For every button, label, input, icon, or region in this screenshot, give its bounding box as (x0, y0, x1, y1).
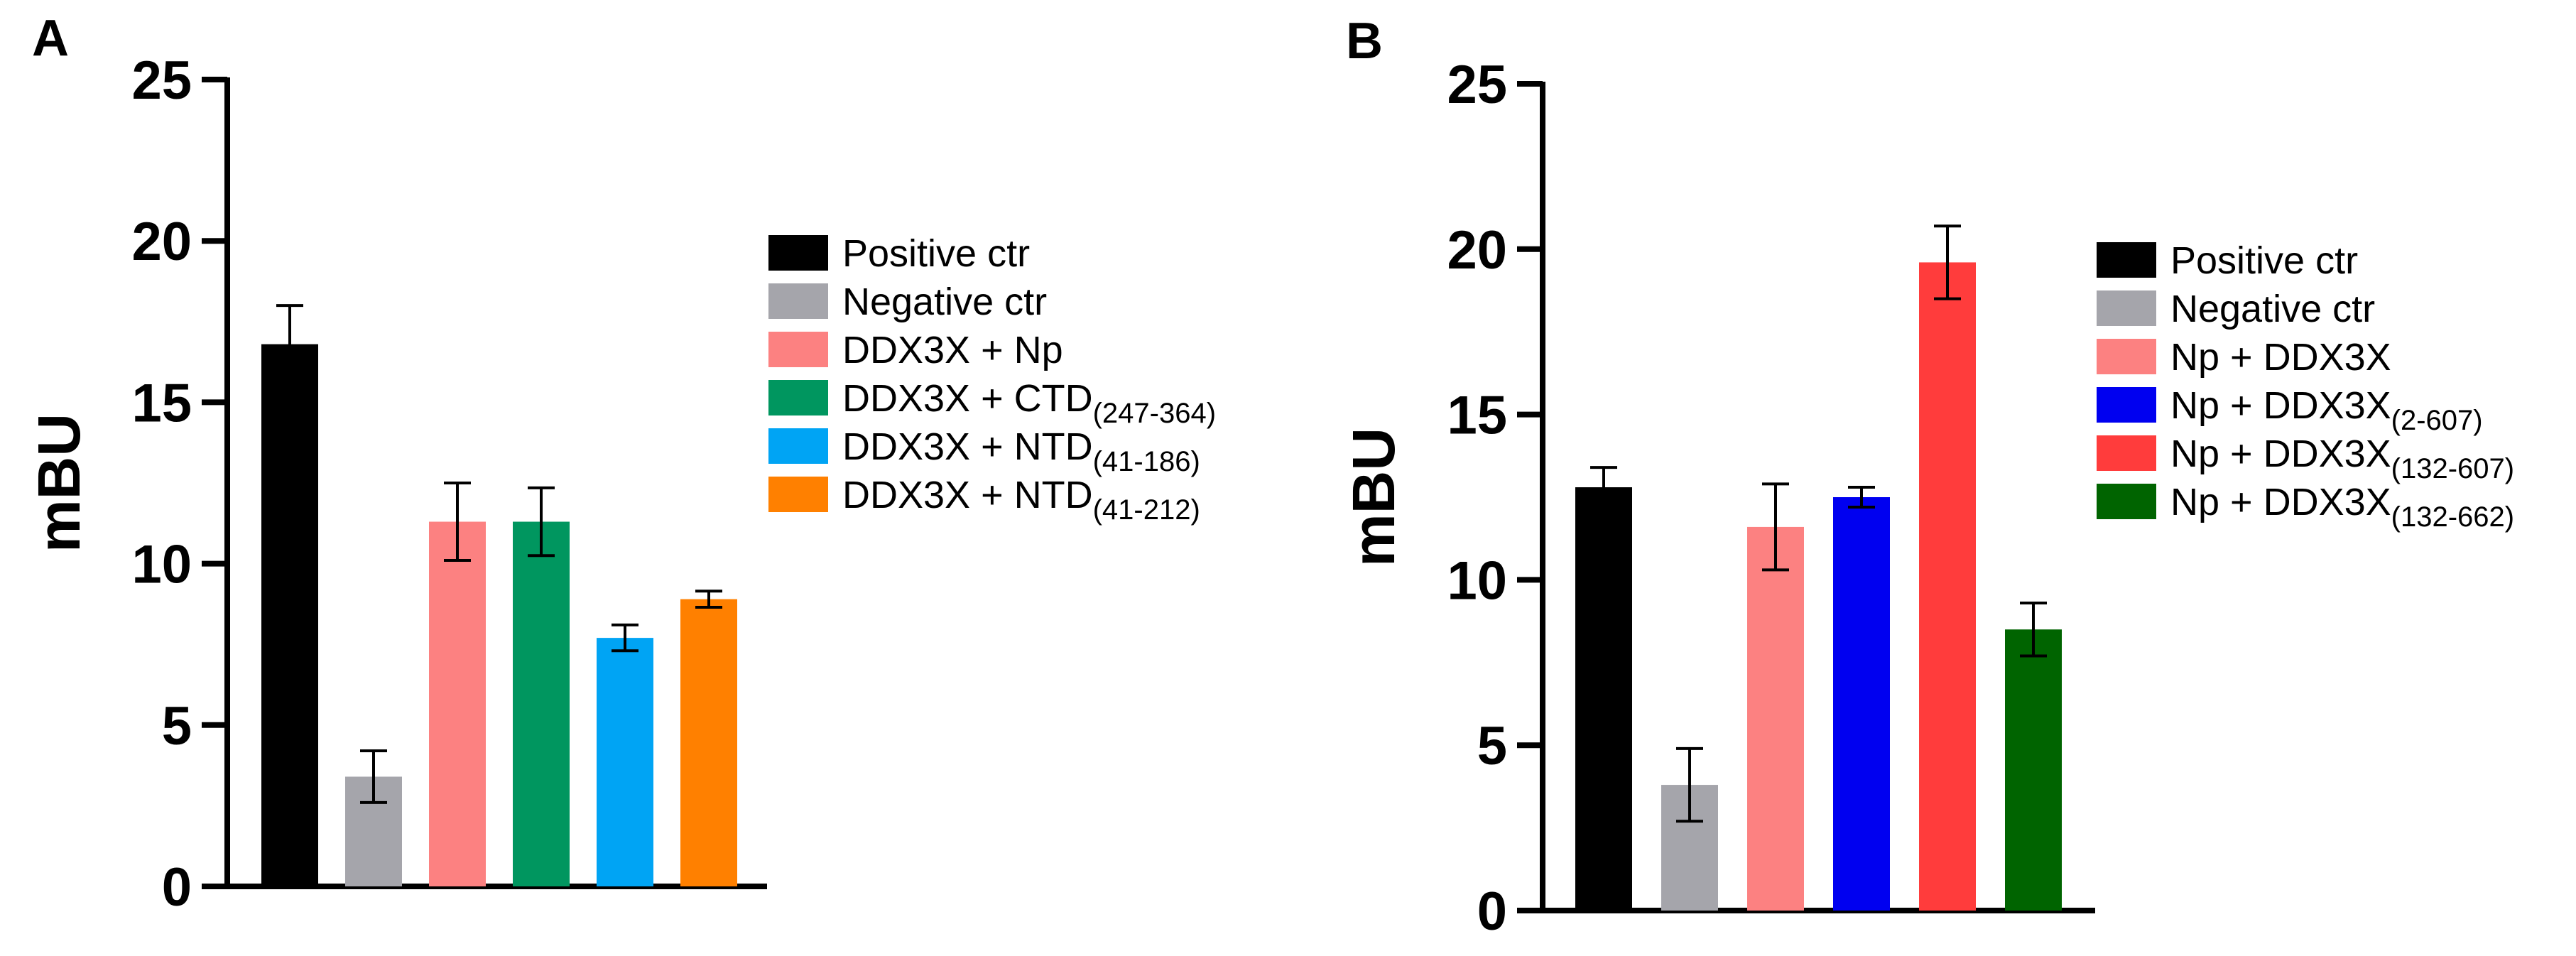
legend-swatch (768, 477, 828, 512)
legend-label-subscript: (132-607) (2391, 453, 2514, 484)
y-tick-label: 15 (131, 373, 192, 433)
y-axis-title: mBU (1340, 428, 1407, 567)
legend-swatch (768, 283, 828, 319)
bar (429, 521, 486, 886)
panel-b-chart: mBU 0 5 10 15 20 25 Positive ctr Negative ctr Np … (1340, 55, 2514, 942)
legend-label: DDX3X + NTD(41-212) (842, 474, 1200, 526)
legend-label-subscript: (132-662) (2391, 501, 2514, 533)
legend-label: Np + DDX3X (2170, 336, 2391, 379)
panel-letter-b: B (1346, 13, 1383, 70)
bar (2005, 629, 2062, 911)
legend-label: Positive ctr (2170, 239, 2358, 282)
legend-swatch (2097, 484, 2156, 519)
y-tick-label: 15 (1447, 386, 1507, 446)
y-tick-label: 20 (1447, 220, 1507, 281)
legend-label-subscript: (41-186) (1093, 446, 1200, 477)
legend-label-subscript: (247-364) (1093, 398, 1216, 429)
legend-label: DDX3X + NTD(41-186) (842, 425, 1200, 477)
legend-swatch (768, 380, 828, 415)
y-tick-label: 10 (1447, 550, 1507, 611)
y-axis-title: mBU (26, 413, 92, 553)
y-tick-label: 0 (162, 857, 192, 918)
legend-label: Np + DDX3X(132-607) (2170, 433, 2514, 484)
bar (513, 521, 570, 886)
legend-swatch (2097, 387, 2156, 423)
legend-swatch (768, 428, 828, 464)
panel-a-chart: mBU 0 5 10 15 20 25 Positive ctr Negative ctr DDX… (26, 50, 1216, 918)
legend-label: Np + DDX3X(2-607) (2170, 384, 2483, 436)
legend-swatch (2097, 290, 2156, 326)
legend-label-subscript: (2-607) (2391, 405, 2483, 436)
legend-swatch (768, 235, 828, 271)
y-tick-label: 5 (1477, 716, 1507, 776)
y-tick-label: 25 (1447, 55, 1507, 115)
legend-label: Negative ctr (2170, 288, 2375, 330)
y-tick-label: 5 (162, 696, 192, 756)
bar (597, 638, 653, 886)
legend-label: DDX3X + CTD(247-364) (842, 377, 1216, 429)
y-tick-label: 10 (131, 535, 192, 595)
legend-label-subscript: (41-212) (1093, 494, 1200, 526)
legend-label: DDX3X + Np (842, 329, 1063, 371)
bar (1575, 487, 1632, 911)
y-tick-label: 0 (1477, 881, 1507, 942)
bar (1747, 526, 1804, 911)
legend-label: Negative ctr (842, 281, 1047, 323)
bar (261, 344, 318, 886)
bar (1919, 262, 1976, 911)
legend-swatch (2097, 242, 2156, 278)
legend-swatch (2097, 339, 2156, 374)
legend-swatch (768, 332, 828, 367)
bar (1833, 497, 1890, 911)
panel-letter-a: A (32, 10, 69, 67)
legend-label: Np + DDX3X(132-662) (2170, 481, 2514, 533)
y-tick-label: 25 (131, 50, 192, 111)
legend-label: Positive ctr (842, 232, 1030, 275)
bar (680, 599, 737, 886)
legend-swatch (2097, 435, 2156, 471)
y-tick-label: 20 (131, 212, 192, 272)
